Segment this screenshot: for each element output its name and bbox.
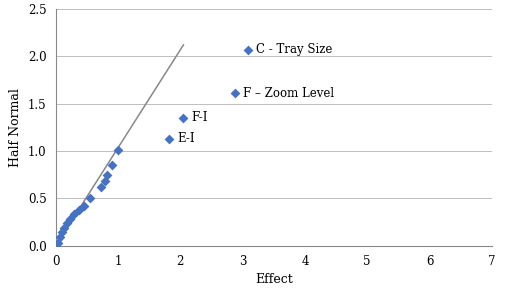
Point	[60, 225, 68, 230]
Point	[243, 47, 251, 52]
Text: F – Zoom Level: F – Zoom Level	[243, 87, 335, 100]
Point	[56, 235, 64, 239]
Point	[96, 185, 104, 189]
Point	[165, 136, 173, 141]
Point	[86, 196, 94, 201]
Point	[54, 240, 62, 245]
Point	[114, 148, 122, 152]
Point	[58, 230, 66, 235]
Text: F-I: F-I	[192, 111, 208, 124]
Point	[70, 212, 79, 217]
Point	[76, 207, 84, 212]
Point	[101, 179, 109, 184]
Y-axis label: Half Normal: Half Normal	[10, 88, 22, 167]
Point	[231, 91, 239, 96]
Text: E-I: E-I	[177, 132, 195, 145]
Point	[63, 221, 71, 225]
Point	[179, 115, 188, 120]
Point	[66, 217, 74, 221]
Point	[80, 204, 88, 208]
Point	[103, 172, 112, 177]
Text: C - Tray Size: C - Tray Size	[256, 43, 332, 56]
X-axis label: Effect: Effect	[255, 273, 293, 286]
Point	[108, 163, 116, 168]
